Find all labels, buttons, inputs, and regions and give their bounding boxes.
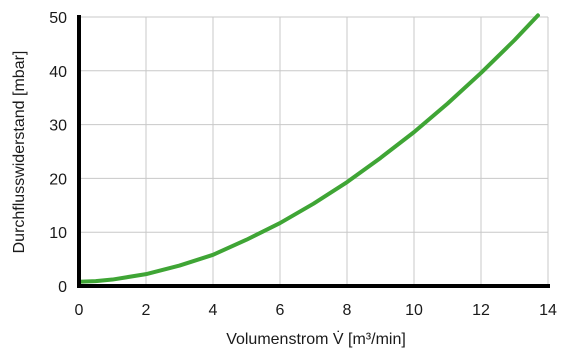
x-tick-label-6: 6 [276,302,285,319]
y-tick-label-30: 30 [49,118,67,135]
y-tick-label-50: 50 [49,10,67,27]
x-tick-label-0: 0 [75,302,84,319]
y-tick-label-10: 10 [49,225,67,242]
x-tick-label-2: 2 [142,302,151,319]
x-tick-label-12: 12 [472,302,490,319]
y-tick-label-20: 20 [49,171,67,188]
grid [79,16,549,286]
tick-labels: 0 2 4 6 8 10 12 14 0 10 20 30 40 50 [49,10,557,319]
x-tick-label-14: 14 [539,302,557,319]
series-line-0 [77,13,540,284]
axes [77,15,550,288]
y-axis-title: Durchflusswiderstand [mbar] [11,51,28,254]
x-tick-label-10: 10 [405,302,423,319]
x-axis-title: Volumenstrom V̇ [m³/min] [226,330,406,348]
series-layer [77,13,540,284]
y-tick-label-0: 0 [58,279,67,296]
x-tick-label-4: 4 [209,302,218,319]
y-tick-label-40: 40 [49,64,67,81]
x-tick-label-8: 8 [343,302,352,319]
